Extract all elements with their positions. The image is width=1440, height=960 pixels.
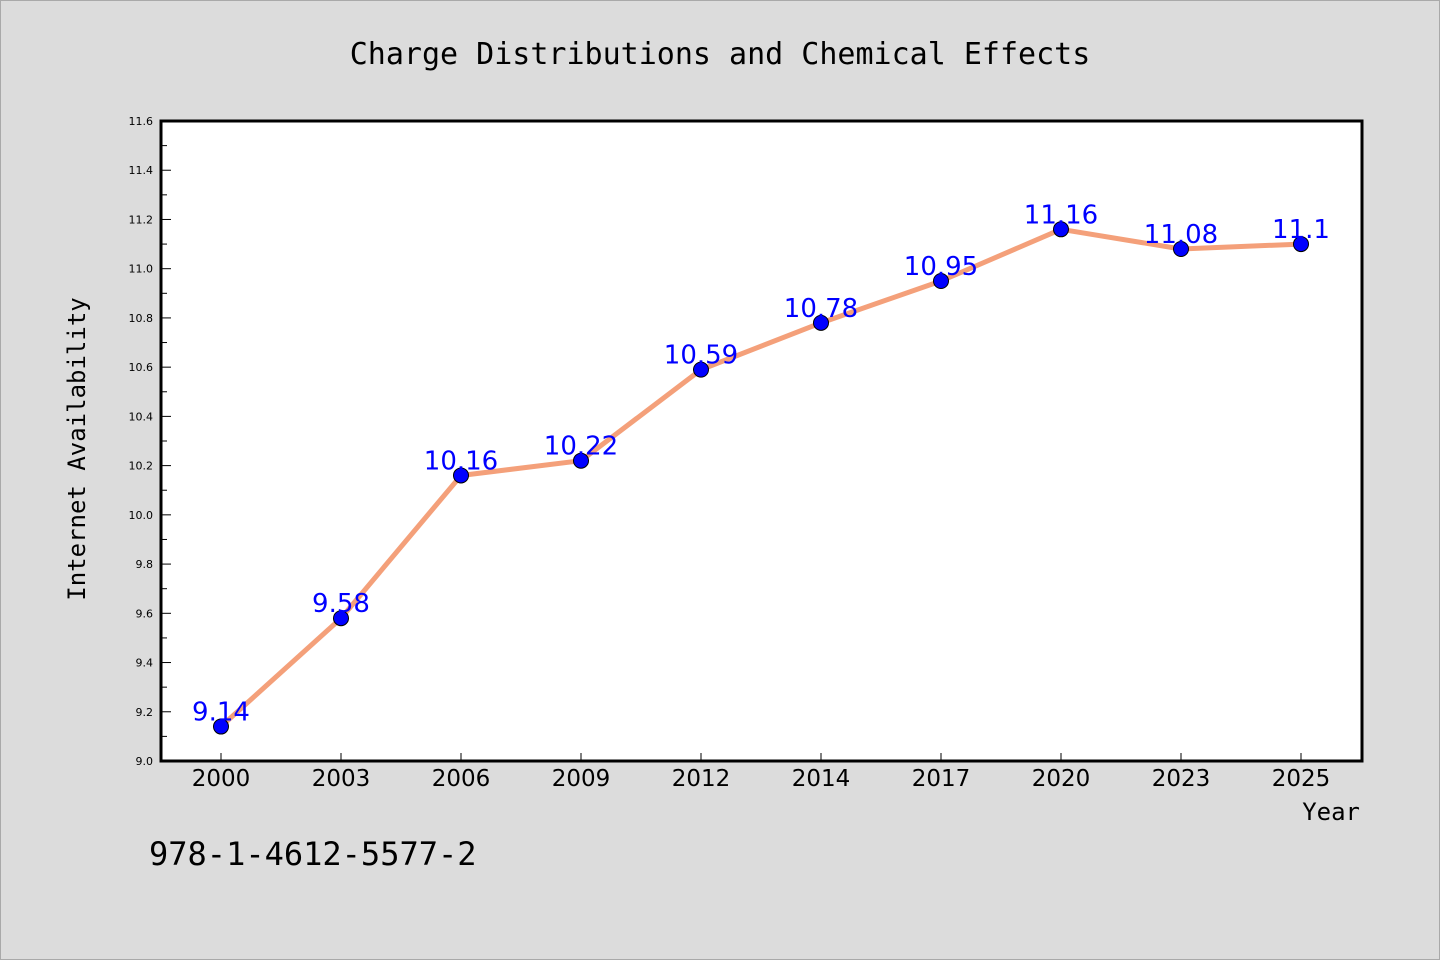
y-tick-label: 9.0: [136, 755, 154, 768]
x-axis-title: Year: [1302, 798, 1360, 826]
y-tick-label: 11.6: [129, 115, 154, 128]
data-label: 11.08: [1144, 220, 1218, 250]
x-tick-label: 2012: [672, 766, 731, 792]
data-label: 9.14: [192, 698, 250, 728]
data-label: 9.58: [312, 589, 370, 619]
x-tick-label: 2009: [552, 766, 611, 792]
y-tick-label: 10.0: [129, 509, 154, 522]
x-tick-label: 2023: [1152, 766, 1211, 792]
x-tick-label: 2025: [1272, 766, 1331, 792]
y-tick-label: 10.4: [129, 410, 154, 423]
y-axis-title: Internet Availability: [63, 297, 91, 600]
x-tick-label: 2006: [432, 766, 491, 792]
plot-area: [159, 119, 1364, 763]
y-tick-label: 9.8: [136, 558, 154, 571]
data-label: 10.95: [904, 252, 978, 282]
y-tick-label: 10.8: [129, 312, 154, 325]
data-point: [933, 273, 949, 289]
data-label: 10.78: [784, 294, 858, 324]
data-label: 10.16: [424, 446, 498, 476]
x-tick-label: 2014: [792, 766, 851, 792]
data-point: [813, 314, 829, 331]
data-label: 10.59: [664, 341, 738, 371]
data-point: [213, 718, 229, 735]
chart-title: Charge Distributions and Chemical Effect…: [350, 37, 1091, 72]
data-label: 10.22: [544, 432, 618, 462]
y-tick-label: 10.6: [129, 361, 154, 374]
y-tick-label: 9.6: [136, 607, 154, 620]
y-tick-label: 11.0: [129, 263, 154, 276]
data-point: [1293, 236, 1309, 253]
x-tick-label: 2017: [912, 766, 971, 792]
y-tick-label: 9.4: [136, 657, 154, 670]
y-axis: 9.0 9.2 9.4 9.6 9.8 10.0 10.2 10.4 10.6 10.8 11.0 1…: [129, 115, 171, 768]
y-tick-label: 11.2: [129, 213, 154, 226]
data-point: [1053, 221, 1069, 238]
data-point: [333, 610, 349, 627]
data-label: 11.16: [1024, 200, 1098, 230]
y-tick-label: 11.4: [129, 164, 154, 177]
series-line: [218, 226, 1304, 730]
data-point: [693, 361, 709, 378]
y-tick-label: 10.2: [129, 460, 154, 473]
y-tick-label: 9.2: [136, 706, 154, 719]
x-tick-label: 2003: [312, 766, 371, 792]
x-axis: 2000 2003 2006 2009 2012 2014 2017 2020 2023 2025: [192, 753, 1331, 792]
data-label: 11.1: [1272, 215, 1330, 245]
data-point: [453, 467, 469, 484]
data-point: [573, 452, 589, 469]
isbn-text: 978-1-4612-5577-2: [149, 835, 477, 873]
x-tick-label: 2000: [192, 766, 251, 792]
data-point: [1173, 241, 1189, 257]
x-tick-label: 2020: [1032, 766, 1091, 792]
series-layer: 9.14 9.58 10.16 10.22 10.59 10.78 10.95 11.16 11…: [192, 200, 1330, 735]
